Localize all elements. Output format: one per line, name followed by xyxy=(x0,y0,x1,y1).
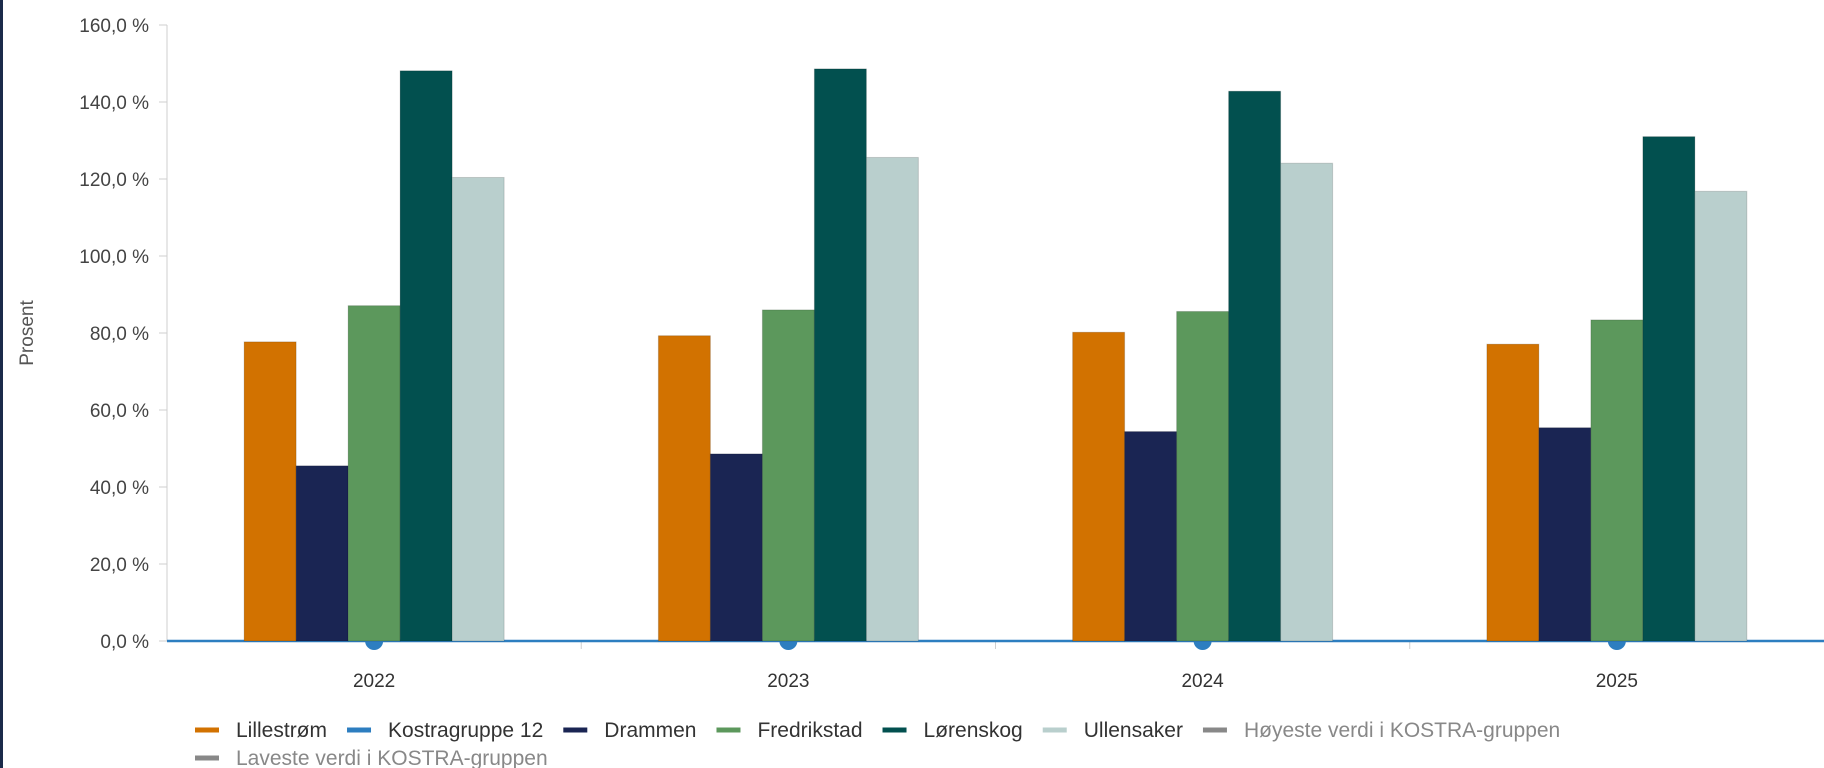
x-tick-label: 2025 xyxy=(1596,671,1638,692)
bar-l-renskog[interactable] xyxy=(1642,136,1696,642)
bar-l-renskog[interactable] xyxy=(1228,90,1282,642)
bar-fredrikstad[interactable] xyxy=(761,309,815,642)
x-tick-label: 2024 xyxy=(1181,671,1224,692)
x-tick-label: 2023 xyxy=(767,671,809,692)
legend-label[interactable]: Fredrikstad xyxy=(757,719,862,742)
bar-ullensaker[interactable] xyxy=(451,176,505,642)
x-tick-label: 2022 xyxy=(353,671,395,692)
y-tick-label: 80,0 % xyxy=(90,324,149,345)
bar-fredrikstad[interactable] xyxy=(347,305,401,642)
y-tick-label: 140,0 % xyxy=(79,93,149,114)
y-tick-label: 60,0 % xyxy=(90,401,149,422)
legend-label[interactable]: Høyeste verdi i KOSTRA-gruppen xyxy=(1244,719,1560,742)
legend-label[interactable]: Lørenskog xyxy=(924,719,1023,742)
bar-fredrikstad[interactable] xyxy=(1176,310,1230,642)
legend-label[interactable]: Ullensaker xyxy=(1084,719,1183,742)
y-tick-label: 100,0 % xyxy=(79,247,149,268)
y-tick-label: 160,0 % xyxy=(79,16,149,37)
bar-drammen[interactable] xyxy=(709,453,763,642)
bar-drammen[interactable] xyxy=(1124,431,1178,642)
bar-lillestr-m[interactable] xyxy=(243,341,297,642)
bar-lillestr-m[interactable] xyxy=(1486,343,1540,642)
bar-l-renskog[interactable] xyxy=(813,68,867,642)
bar-ullensaker[interactable] xyxy=(1694,190,1748,642)
bar-ullensaker[interactable] xyxy=(1280,162,1334,642)
y-tick-label: 0,0 % xyxy=(100,632,149,653)
legend-label[interactable]: Kostragruppe 12 xyxy=(388,719,543,742)
bar-drammen[interactable] xyxy=(295,465,349,642)
bar-lillestr-m[interactable] xyxy=(657,335,711,642)
bar-l-renskog[interactable] xyxy=(399,70,453,642)
bar-drammen[interactable] xyxy=(1538,427,1592,642)
y-tick-label: 120,0 % xyxy=(79,170,149,191)
legend-label[interactable]: Drammen xyxy=(604,719,696,742)
bar-lillestr-m[interactable] xyxy=(1072,331,1126,642)
legend-label[interactable]: Lillestrøm xyxy=(236,719,327,742)
bar-ullensaker[interactable] xyxy=(865,156,919,642)
y-tick-label: 40,0 % xyxy=(90,478,149,499)
y-axis-title: Prosent xyxy=(17,300,38,366)
legend-label[interactable]: Laveste verdi i KOSTRA-gruppen xyxy=(236,747,548,768)
y-tick-label: 20,0 % xyxy=(90,555,149,576)
bar-fredrikstad[interactable] xyxy=(1590,319,1644,642)
frame-edge xyxy=(0,0,3,768)
